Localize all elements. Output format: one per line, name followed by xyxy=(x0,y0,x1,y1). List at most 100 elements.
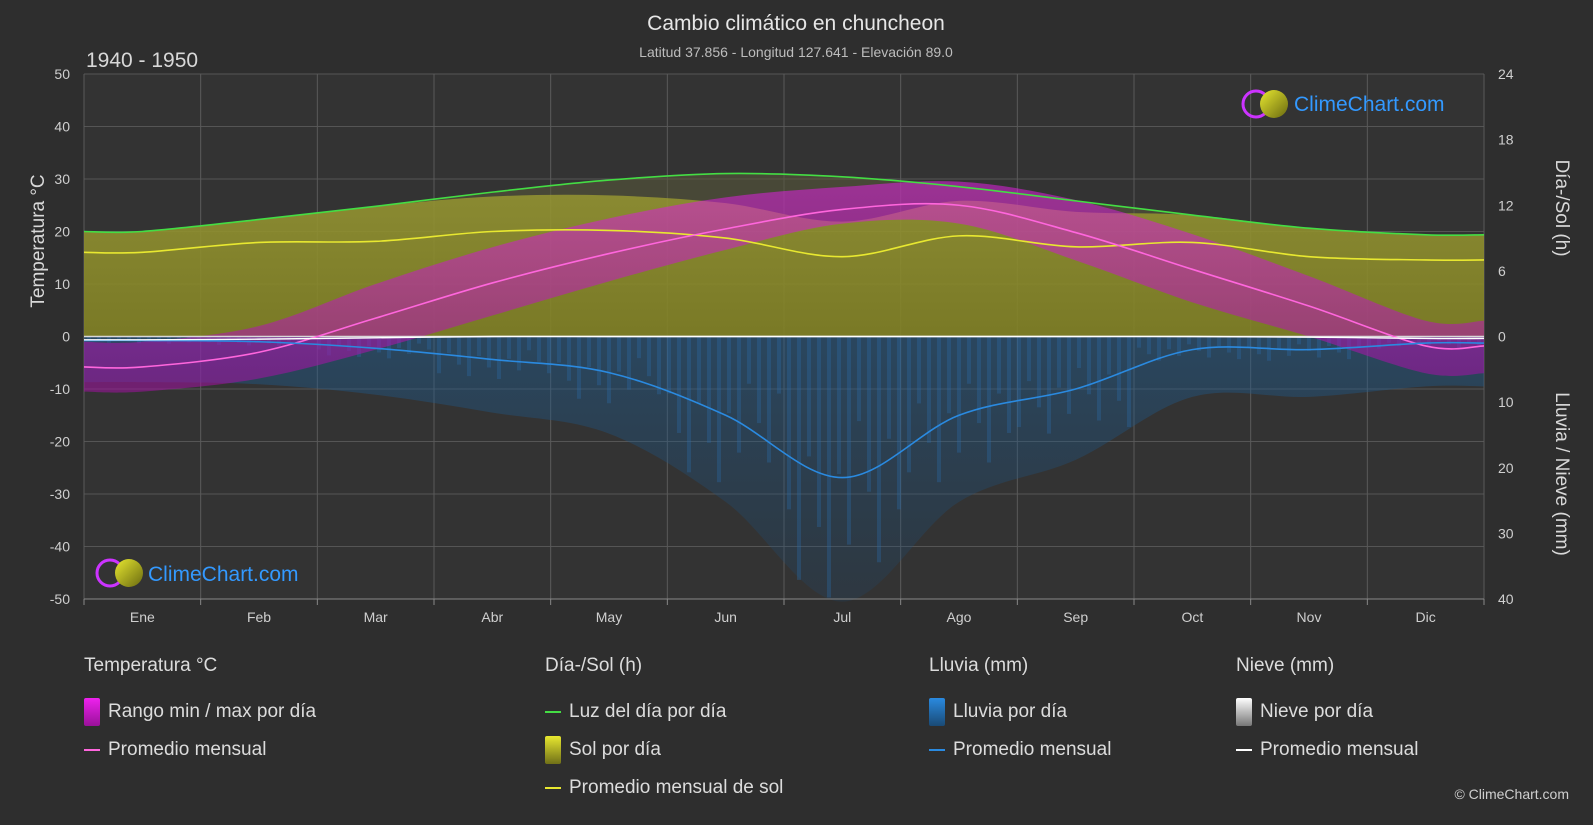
rain-day-bar xyxy=(587,336,591,368)
rain-day-bar xyxy=(1017,336,1021,428)
line-swatch-icon xyxy=(84,749,100,751)
rain-day-bar xyxy=(597,336,601,386)
rain-day-bar xyxy=(887,336,891,439)
legend-item: Promedio mensual xyxy=(929,731,1111,769)
month-label: Oct xyxy=(1181,609,1203,625)
legend-rain: Lluvia (mm) Lluvia por día Promedio mens… xyxy=(929,655,1111,769)
rain-day-bar xyxy=(1287,336,1291,356)
sun-swatch-icon xyxy=(545,736,561,764)
rain-day-bar xyxy=(1107,336,1111,375)
rain-day-bar xyxy=(477,336,481,357)
legend-label: Sol por día xyxy=(569,739,661,760)
month-label: Jul xyxy=(833,609,851,625)
rain-day-bar xyxy=(917,336,921,404)
rain-day-bar xyxy=(1097,336,1101,421)
range-swatch-icon xyxy=(84,698,100,726)
legend-label: Promedio mensual xyxy=(1260,739,1419,760)
brand-text-top: ClimeChart.com xyxy=(1294,93,1445,116)
rain-day-bar xyxy=(547,336,551,374)
right-bottom-tick-label: 10 xyxy=(1498,394,1514,410)
line-swatch-icon xyxy=(1236,749,1252,751)
legend-item: Rango min / max por día xyxy=(84,693,316,731)
right-top-tick-label: 12 xyxy=(1498,197,1514,213)
rain-day-bar xyxy=(557,336,561,363)
brand-logo-top: ClimeChart.com xyxy=(1241,89,1445,119)
legend-label: Luz del día por día xyxy=(569,701,727,722)
rain-day-bar xyxy=(387,336,391,359)
legend-label: Promedio mensual de sol xyxy=(569,777,784,798)
rain-day-bar xyxy=(117,336,121,340)
rain-day-bar xyxy=(797,336,801,580)
rain-day-bar xyxy=(617,336,621,372)
rain-day-bar xyxy=(527,336,531,351)
period-label: 1940 - 1950 xyxy=(86,49,198,72)
rain-day-bar xyxy=(1177,336,1181,356)
data-lines xyxy=(84,172,1484,479)
rain-day-bar xyxy=(717,336,721,483)
rain-day-bar xyxy=(147,336,151,340)
rain-day-bar xyxy=(827,336,831,598)
rain-day-bar xyxy=(457,336,461,365)
rain-day-bar xyxy=(607,336,611,404)
rain-day-bar xyxy=(507,336,511,359)
rain-day-bar xyxy=(937,336,941,483)
rain-day-bar xyxy=(957,336,961,453)
rain-day-bar xyxy=(687,336,691,473)
legend-item: Luz del día por día xyxy=(545,693,783,731)
rain-day-bar xyxy=(967,336,971,384)
legend-item: Lluvia por día xyxy=(929,693,1111,731)
rain-day-bar xyxy=(817,336,821,527)
left-tick-label: -40 xyxy=(50,539,70,555)
rain-day-bar xyxy=(497,336,501,379)
sunshine-avg-line xyxy=(84,228,1484,261)
rain-day-bar xyxy=(97,336,101,341)
temperature-range-band xyxy=(84,181,1484,393)
legend-item: Promedio mensual xyxy=(1236,731,1418,769)
chart-subtitle: Latitud 37.856 - Longitud 127.641 - Elev… xyxy=(639,44,953,60)
rain-day-bar xyxy=(1037,336,1041,408)
rain-day-bar xyxy=(1147,336,1151,355)
rain-day-bar xyxy=(777,336,781,394)
rain-day-bar xyxy=(807,336,811,457)
rain-day-bar xyxy=(1187,336,1191,345)
legend-temperature: Temperatura °C Rango min / max por día P… xyxy=(84,655,316,769)
rain-day-bar xyxy=(1217,336,1221,347)
rain-day-bar xyxy=(867,336,871,492)
line-swatch-icon xyxy=(545,711,561,713)
rain-day-bar xyxy=(1197,336,1201,351)
legend-item: Promedio mensual xyxy=(84,731,316,769)
rain-day-bar xyxy=(1307,336,1311,351)
rain-day-bar xyxy=(657,336,661,395)
legend-snow: Nieve (mm) Nieve por día Promedio mensua… xyxy=(1236,655,1418,769)
rain-day-bar xyxy=(1157,336,1161,361)
rain-day-bar xyxy=(177,336,181,341)
left-tick-label: 0 xyxy=(62,329,70,345)
left-tick-label: -20 xyxy=(50,434,70,450)
month-label: Ene xyxy=(130,609,155,625)
rain-day-bar xyxy=(517,336,521,371)
rain-day-bar xyxy=(737,336,741,453)
brand-text-bottom: ClimeChart.com xyxy=(148,563,299,586)
rain-area xyxy=(84,336,1484,602)
rain-day-bar xyxy=(857,336,861,422)
legend-temperature-title: Temperatura °C xyxy=(84,655,218,676)
rain-day-bar xyxy=(727,336,731,414)
right-axis-title-top: Día-/Sol (h) xyxy=(1551,159,1572,256)
rain-day-bar xyxy=(1297,336,1301,345)
right-top-tick-label: 18 xyxy=(1498,132,1514,148)
rain-day-bar xyxy=(847,336,851,545)
rain-day-bar xyxy=(1317,336,1321,358)
rain-day-bar xyxy=(627,336,631,390)
legend-label: Promedio mensual xyxy=(953,739,1112,760)
right-top-tick-label: 0 xyxy=(1498,329,1506,345)
left-tick-label: 40 xyxy=(54,119,70,135)
right-top-tick-label: 6 xyxy=(1498,263,1506,279)
rain-day-bar xyxy=(1137,336,1141,348)
month-label: Abr xyxy=(481,609,503,625)
rain-day-bar xyxy=(987,336,991,463)
logo-sun-icon xyxy=(1260,90,1288,118)
legend-item: Promedio mensual de sol xyxy=(545,769,783,807)
rain-day-bar xyxy=(1057,336,1061,388)
rain-day-bar xyxy=(487,336,491,368)
